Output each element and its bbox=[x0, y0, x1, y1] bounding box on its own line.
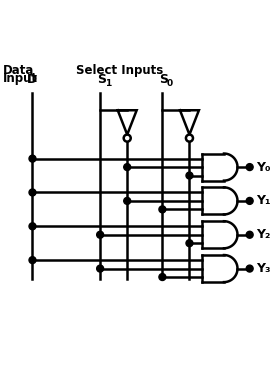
Circle shape bbox=[29, 155, 36, 162]
Circle shape bbox=[29, 189, 36, 196]
Circle shape bbox=[159, 206, 166, 213]
Circle shape bbox=[246, 231, 253, 238]
Text: Select Inputs: Select Inputs bbox=[76, 64, 163, 77]
Circle shape bbox=[97, 265, 104, 272]
Circle shape bbox=[29, 256, 36, 264]
Text: 1: 1 bbox=[105, 79, 111, 88]
Text: 0: 0 bbox=[167, 79, 173, 88]
Text: Y₁: Y₁ bbox=[256, 194, 271, 207]
Text: Y₃: Y₃ bbox=[256, 262, 271, 275]
Circle shape bbox=[186, 172, 193, 179]
Circle shape bbox=[246, 163, 253, 170]
Circle shape bbox=[246, 197, 253, 204]
Circle shape bbox=[186, 240, 193, 247]
Circle shape bbox=[246, 265, 253, 272]
Circle shape bbox=[97, 231, 104, 238]
Text: Data: Data bbox=[3, 64, 34, 77]
Circle shape bbox=[29, 223, 36, 230]
Circle shape bbox=[124, 197, 131, 204]
Text: Y₂: Y₂ bbox=[256, 228, 271, 241]
Circle shape bbox=[124, 163, 131, 170]
Text: S: S bbox=[159, 73, 168, 86]
Circle shape bbox=[159, 274, 166, 280]
Text: Y₀: Y₀ bbox=[256, 161, 271, 174]
Text: D: D bbox=[27, 73, 38, 86]
Text: S: S bbox=[97, 73, 106, 86]
Text: Input: Input bbox=[3, 72, 38, 85]
